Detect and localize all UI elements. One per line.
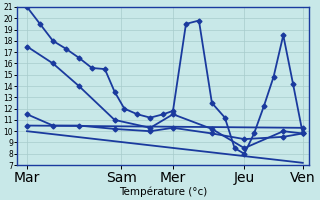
X-axis label: Température (°c): Température (°c) [119, 186, 207, 197]
